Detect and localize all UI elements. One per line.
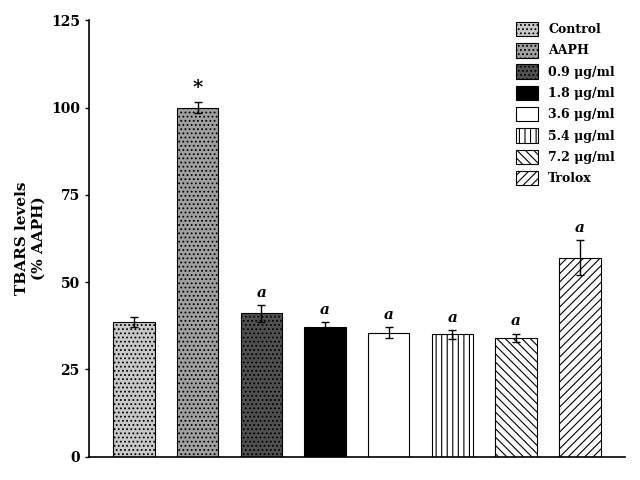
Bar [495,338,537,456]
Bar [241,313,282,456]
Bar [113,322,155,456]
Legend: Control, AAPH, 0.9 μg/ml, 1.8 μg/ml, 3.6 μg/ml, 5.4 μg/ml, 7.2 μg/ml, Trolox: Control, AAPH, 0.9 μg/ml, 1.8 μg/ml, 3.6… [512,18,619,189]
Bar [305,327,346,456]
Text: a: a [320,303,330,317]
Bar [432,335,473,456]
Text: a: a [257,286,266,300]
Text: a: a [447,311,458,325]
Y-axis label: TBARS levels
(% AAPH): TBARS levels (% AAPH) [15,182,45,295]
Text: a: a [511,314,521,328]
Text: a: a [384,308,394,322]
Bar [368,333,410,456]
Bar [559,258,600,456]
Bar [177,108,218,456]
Text: *: * [193,79,203,97]
Text: a: a [575,221,585,235]
